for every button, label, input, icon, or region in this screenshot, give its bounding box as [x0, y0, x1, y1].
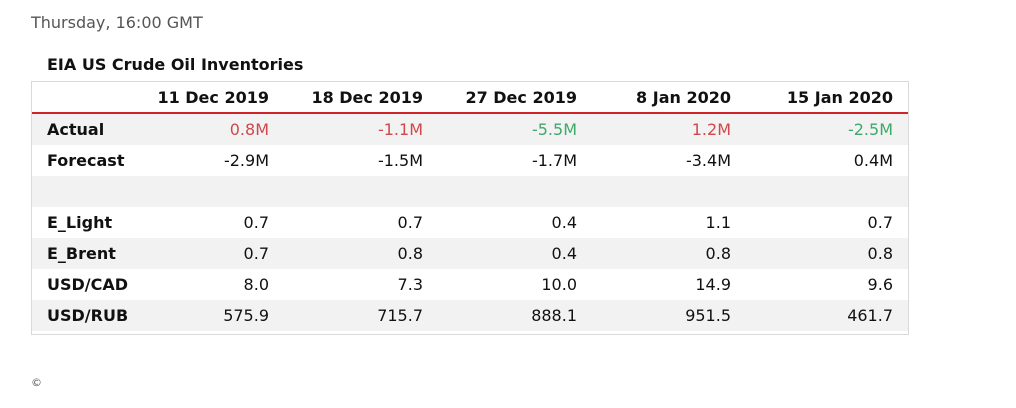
table-row-usd-rub: USD/RUB 575.9 715.7 888.1 951.5 461.7 — [32, 300, 908, 331]
table-cell: 575.9 — [142, 300, 284, 331]
inventory-table: 11 Dec 2019 18 Dec 2019 27 Dec 2019 8 Ja… — [32, 82, 908, 331]
forecast-value: -1.5M — [377, 151, 423, 170]
table-row-forecast: Forecast -2.9M -1.5M -1.7M -3.4M 0.4M — [32, 145, 908, 176]
actual-value: 0.8M — [142, 113, 284, 145]
actual-value: -2.5M — [746, 113, 908, 145]
table-cell — [438, 176, 592, 207]
table-cell: 9.6 — [867, 275, 893, 294]
row-label: Actual — [32, 113, 142, 145]
table-cell — [142, 176, 284, 207]
table-cell: 8.0 — [243, 275, 269, 294]
table-row-usd-cad: USD/CAD 8.0 7.3 10.0 14.9 9.6 — [32, 269, 908, 300]
row-label: E_Brent — [32, 238, 142, 269]
actual-value: -1.1M — [284, 113, 438, 145]
table-cell: 1.1 — [705, 213, 731, 232]
table-cell: 888.1 — [438, 300, 592, 331]
table-cell — [592, 176, 746, 207]
table-title: EIA US Crude Oil Inventories — [47, 55, 304, 74]
table-cell: 0.4 — [438, 238, 592, 269]
table-cell: 951.5 — [592, 300, 746, 331]
table-cell: 0.7 — [142, 238, 284, 269]
table-cell: 14.9 — [695, 275, 731, 294]
table-cell: 10.0 — [541, 275, 577, 294]
header-cell-date: 15 Jan 2020 — [746, 82, 908, 114]
row-label: Forecast — [47, 151, 125, 170]
actual-value: 1.2M — [592, 113, 746, 145]
actual-value: -5.5M — [438, 113, 592, 145]
table-row-spacer — [32, 176, 908, 207]
header-row: 11 Dec 2019 18 Dec 2019 27 Dec 2019 8 Ja… — [32, 82, 908, 114]
forecast-value: -3.4M — [685, 151, 731, 170]
table-cell: 0.7 — [397, 213, 423, 232]
row-label: E_Light — [47, 213, 113, 232]
header-cell-date: 11 Dec 2019 — [142, 82, 284, 114]
row-label — [32, 176, 142, 207]
header-cell-date: 18 Dec 2019 — [284, 82, 438, 114]
release-time: Thursday, 16:00 GMT — [31, 13, 203, 32]
table-cell: 0.8 — [592, 238, 746, 269]
table-row-e-brent: E_Brent 0.7 0.8 0.4 0.8 0.8 — [32, 238, 908, 269]
table-cell: 0.4 — [551, 213, 577, 232]
table-row-actual: Actual 0.8M -1.1M -5.5M 1.2M -2.5M — [32, 113, 908, 145]
forecast-value: -1.7M — [531, 151, 577, 170]
header-cell-date: 8 Jan 2020 — [592, 82, 746, 114]
table-cell: 0.8 — [746, 238, 908, 269]
forecast-value: 0.4M — [853, 151, 893, 170]
table-row-e-light: E_Light 0.7 0.7 0.4 1.1 0.7 — [32, 207, 908, 238]
table-cell: 461.7 — [746, 300, 908, 331]
table-cell: 0.8 — [284, 238, 438, 269]
table-cell: 0.7 — [867, 213, 893, 232]
copyright-symbol: © — [31, 376, 42, 389]
forecast-value: -2.9M — [223, 151, 269, 170]
header-cell-label — [32, 82, 142, 114]
header-cell-date: 27 Dec 2019 — [438, 82, 592, 114]
inventory-table-container: 11 Dec 2019 18 Dec 2019 27 Dec 2019 8 Ja… — [31, 81, 909, 335]
table-cell — [746, 176, 908, 207]
table-cell: 7.3 — [397, 275, 423, 294]
table-cell — [284, 176, 438, 207]
row-label: USD/CAD — [47, 275, 129, 294]
table-cell: 0.7 — [243, 213, 269, 232]
row-label: USD/RUB — [32, 300, 142, 331]
table-cell: 715.7 — [284, 300, 438, 331]
